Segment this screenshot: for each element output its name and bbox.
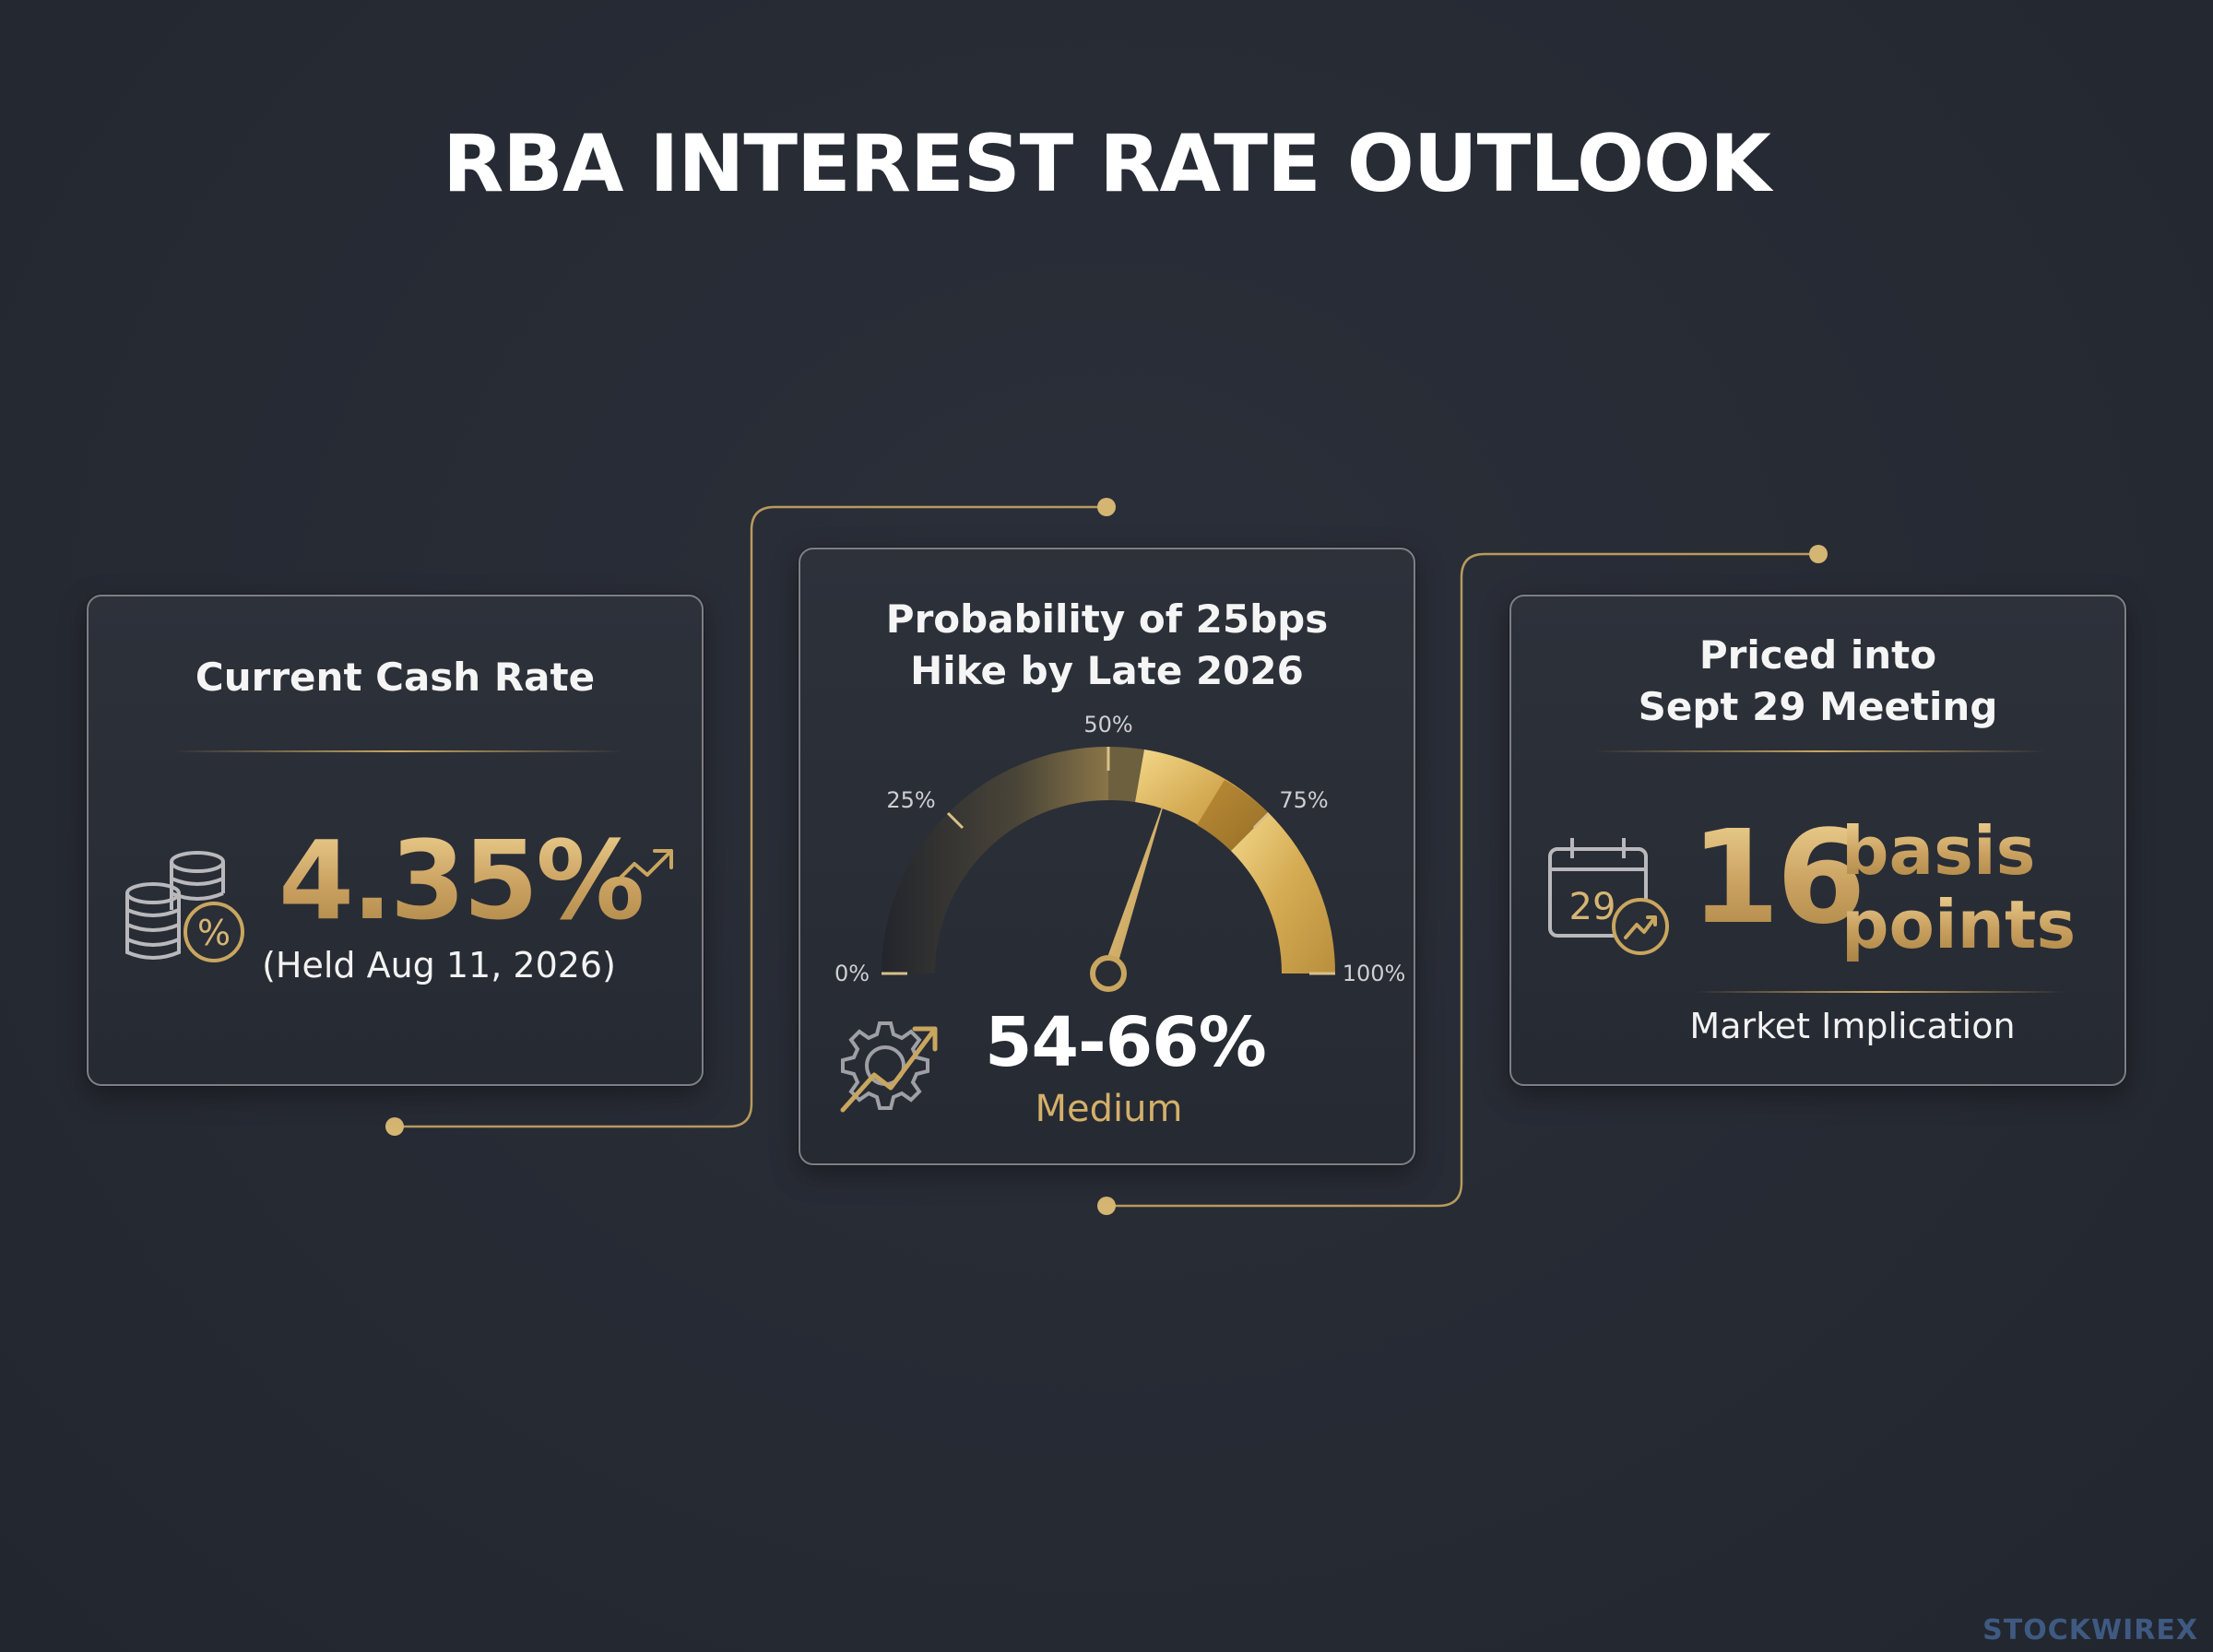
trend-up-icon [612,849,673,886]
card-title-line2: Hike by Late 2026 [910,648,1304,693]
svg-text:%: % [197,913,231,953]
gauge-band-mid [1197,780,1269,851]
calendar-trend-icon: 29 [1548,838,1669,955]
gauge-band-low [1108,746,1144,802]
probability-gauge: 0% 25% 50% 75% 100% [834,712,1406,992]
market-implication-caption: Market Implication [1689,1006,2016,1046]
gauge-tick-0: 0% [834,961,870,986]
calendar-day: 29 [1569,886,1616,928]
gauge-hub [1090,955,1127,992]
priced-in-card: Priced into Sept 29 Meeting 29 16 basis … [1509,595,2126,1086]
gauge-tick-50: 50% [1083,712,1132,738]
hike-probability-card: Probability of 25bps Hike by Late 2026 [799,548,1415,1165]
gauge-tick-75: 75% [1279,787,1328,813]
page-title: RBA INTEREST RATE OUTLOOK [443,118,1771,210]
card-title-line1: Probability of 25bps [885,596,1329,642]
gauge-track [882,747,1108,974]
gauge-tick-100: 100% [1343,961,1406,986]
basis-points-number: 16 [1690,803,1866,953]
card-title-line1: Priced into [1698,632,1937,678]
current-cash-rate-card: Current Cash Rate % 4.35% (Held Aug 11, … [87,595,704,1086]
card-title-line2: Sept 29 Meeting [1638,684,1998,729]
card-title: Current Cash Rate [195,655,596,700]
probability-range: 54-66% [985,1003,1267,1082]
divider-bottom [1696,991,2065,993]
probability-level: Medium [1035,1088,1183,1130]
stockwirex-watermark: STOCKWIREX [1982,1614,2198,1646]
gear-trend-icon [840,1021,938,1113]
divider [1594,750,2046,752]
points-label: points [1841,886,2077,963]
gauge-needle [1102,791,1168,976]
coins-percent-icon: % [125,851,244,962]
basis-label: basis [1841,812,2036,890]
held-date-text: (Held Aug 11, 2026) [262,945,616,985]
gauge-tick-25: 25% [886,787,935,813]
divider [172,750,623,752]
gauge-band-high [1231,813,1335,974]
cash-rate-value: 4.35% [278,817,645,944]
